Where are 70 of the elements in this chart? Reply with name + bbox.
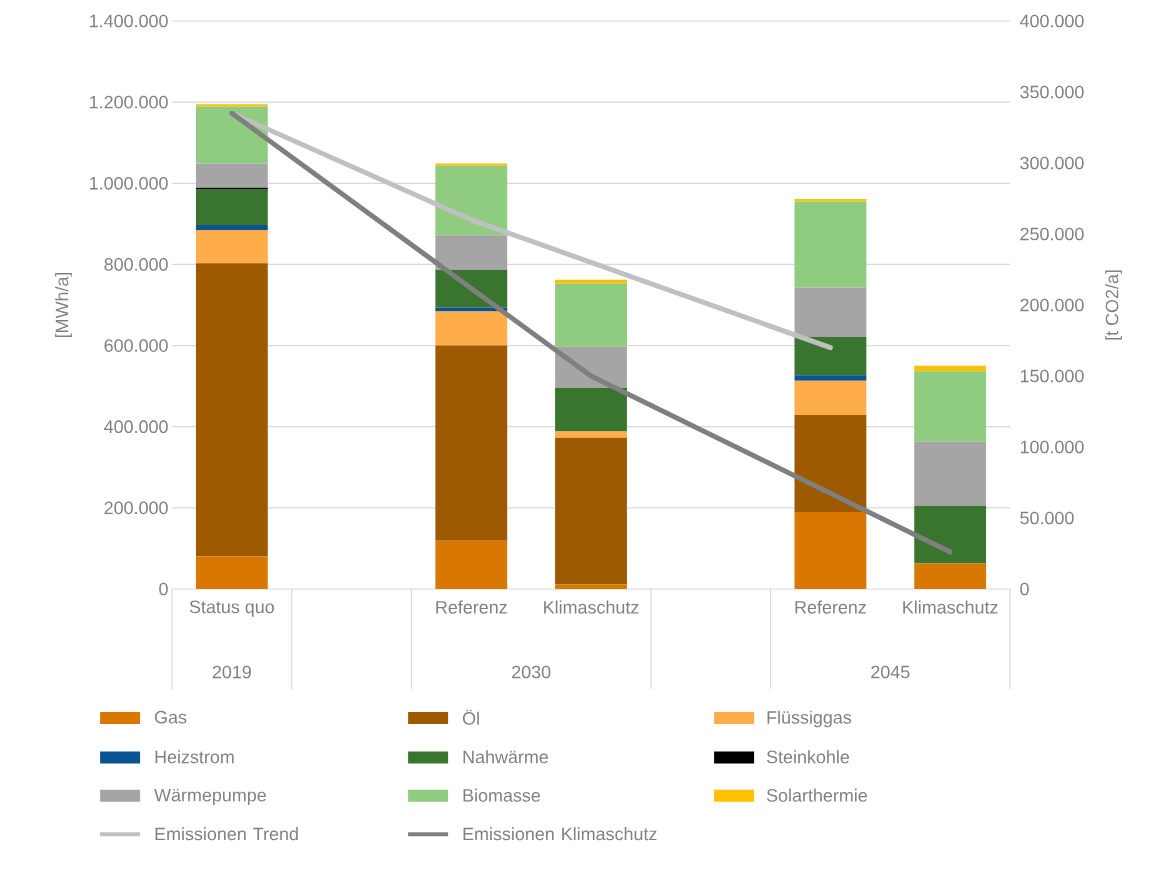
text: 2030	[512, 665, 551, 679]
bar	[195, 225, 268, 230]
y2-tick-label: 250.000	[1020, 227, 1084, 241]
bar	[794, 287, 867, 337]
legend-label: Heizstrom	[155, 750, 234, 764]
x-tick-label: Referenz	[795, 600, 866, 614]
y2-tick-label: 400.000	[1019, 14, 1084, 28]
legend-label: Emissionen Klimaschutz	[463, 827, 657, 841]
y2-tick-label: 150.000	[1020, 369, 1084, 383]
bar	[555, 584, 627, 589]
bar	[914, 365, 987, 372]
y-tick-label: 600.000	[104, 339, 168, 352]
bar	[195, 104, 268, 107]
x-tick-label: Klimaschutz	[903, 600, 998, 614]
y-tick-label: 1.000.000	[90, 176, 168, 190]
y2-tick-label: 300.000	[1020, 156, 1084, 170]
legend-label: Solarthermie	[766, 788, 867, 802]
bar	[914, 441, 987, 506]
bar	[195, 106, 268, 164]
bar	[914, 563, 987, 589]
y-tick-label: 0	[159, 582, 168, 596]
y2-tick-label: 350.000	[1020, 85, 1084, 99]
y-tick-label: 400.000	[104, 420, 168, 434]
bar	[555, 387, 627, 432]
bar	[195, 163, 268, 188]
bar	[914, 371, 987, 442]
x-tick-label: Referenz	[436, 600, 507, 614]
bar	[794, 380, 867, 415]
legend-label: Wärmepumpe	[154, 788, 266, 806]
bar	[435, 165, 508, 236]
text: 2019	[212, 665, 251, 679]
y2-tick-label: 100.000	[1020, 440, 1084, 454]
bar	[555, 437, 627, 585]
bar	[435, 311, 508, 346]
bar	[794, 414, 867, 512]
legend-label: Flüssiggas	[767, 710, 852, 728]
legend-label: Biomasse	[463, 788, 541, 802]
bar	[914, 505, 987, 564]
legend-label: Steinkohle	[766, 750, 850, 764]
bar	[794, 511, 867, 589]
bar	[794, 336, 867, 376]
bar	[794, 199, 867, 202]
bar	[794, 201, 867, 288]
y2-tick-label: 0	[1020, 582, 1029, 596]
bar	[794, 375, 867, 381]
legend-label: Nahwärme	[463, 750, 548, 764]
y-tick-label: 1.200.000	[90, 95, 168, 109]
bar	[195, 263, 268, 557]
y-axis-title: [MWh/a]	[55, 272, 72, 338]
y-tick-label: 800.000	[104, 258, 168, 271]
y2-tick-label: 50.000	[1020, 511, 1074, 525]
bar	[555, 283, 627, 347]
y-tick-label: 1.400.000	[90, 14, 168, 28]
y2-axis-title: [t CO2/a]	[1105, 270, 1122, 340]
bar	[555, 431, 627, 438]
x-tick-label: Status quo	[189, 600, 274, 617]
y2-tick-label: 200.000	[1020, 298, 1084, 312]
bar	[435, 540, 508, 589]
bar	[195, 556, 268, 589]
y-tick-label: 200.000	[104, 501, 168, 515]
bar	[195, 229, 268, 264]
bar	[435, 163, 508, 166]
bar	[435, 345, 508, 541]
x-tick-label: Klimaschutz	[544, 600, 639, 614]
legend-label: Gas	[155, 710, 187, 724]
legend-label: Emissionen Trend	[155, 827, 298, 841]
bar	[435, 235, 508, 271]
bar	[195, 188, 268, 226]
text: 2045	[871, 665, 910, 679]
legend-label: Öl	[462, 709, 479, 725]
